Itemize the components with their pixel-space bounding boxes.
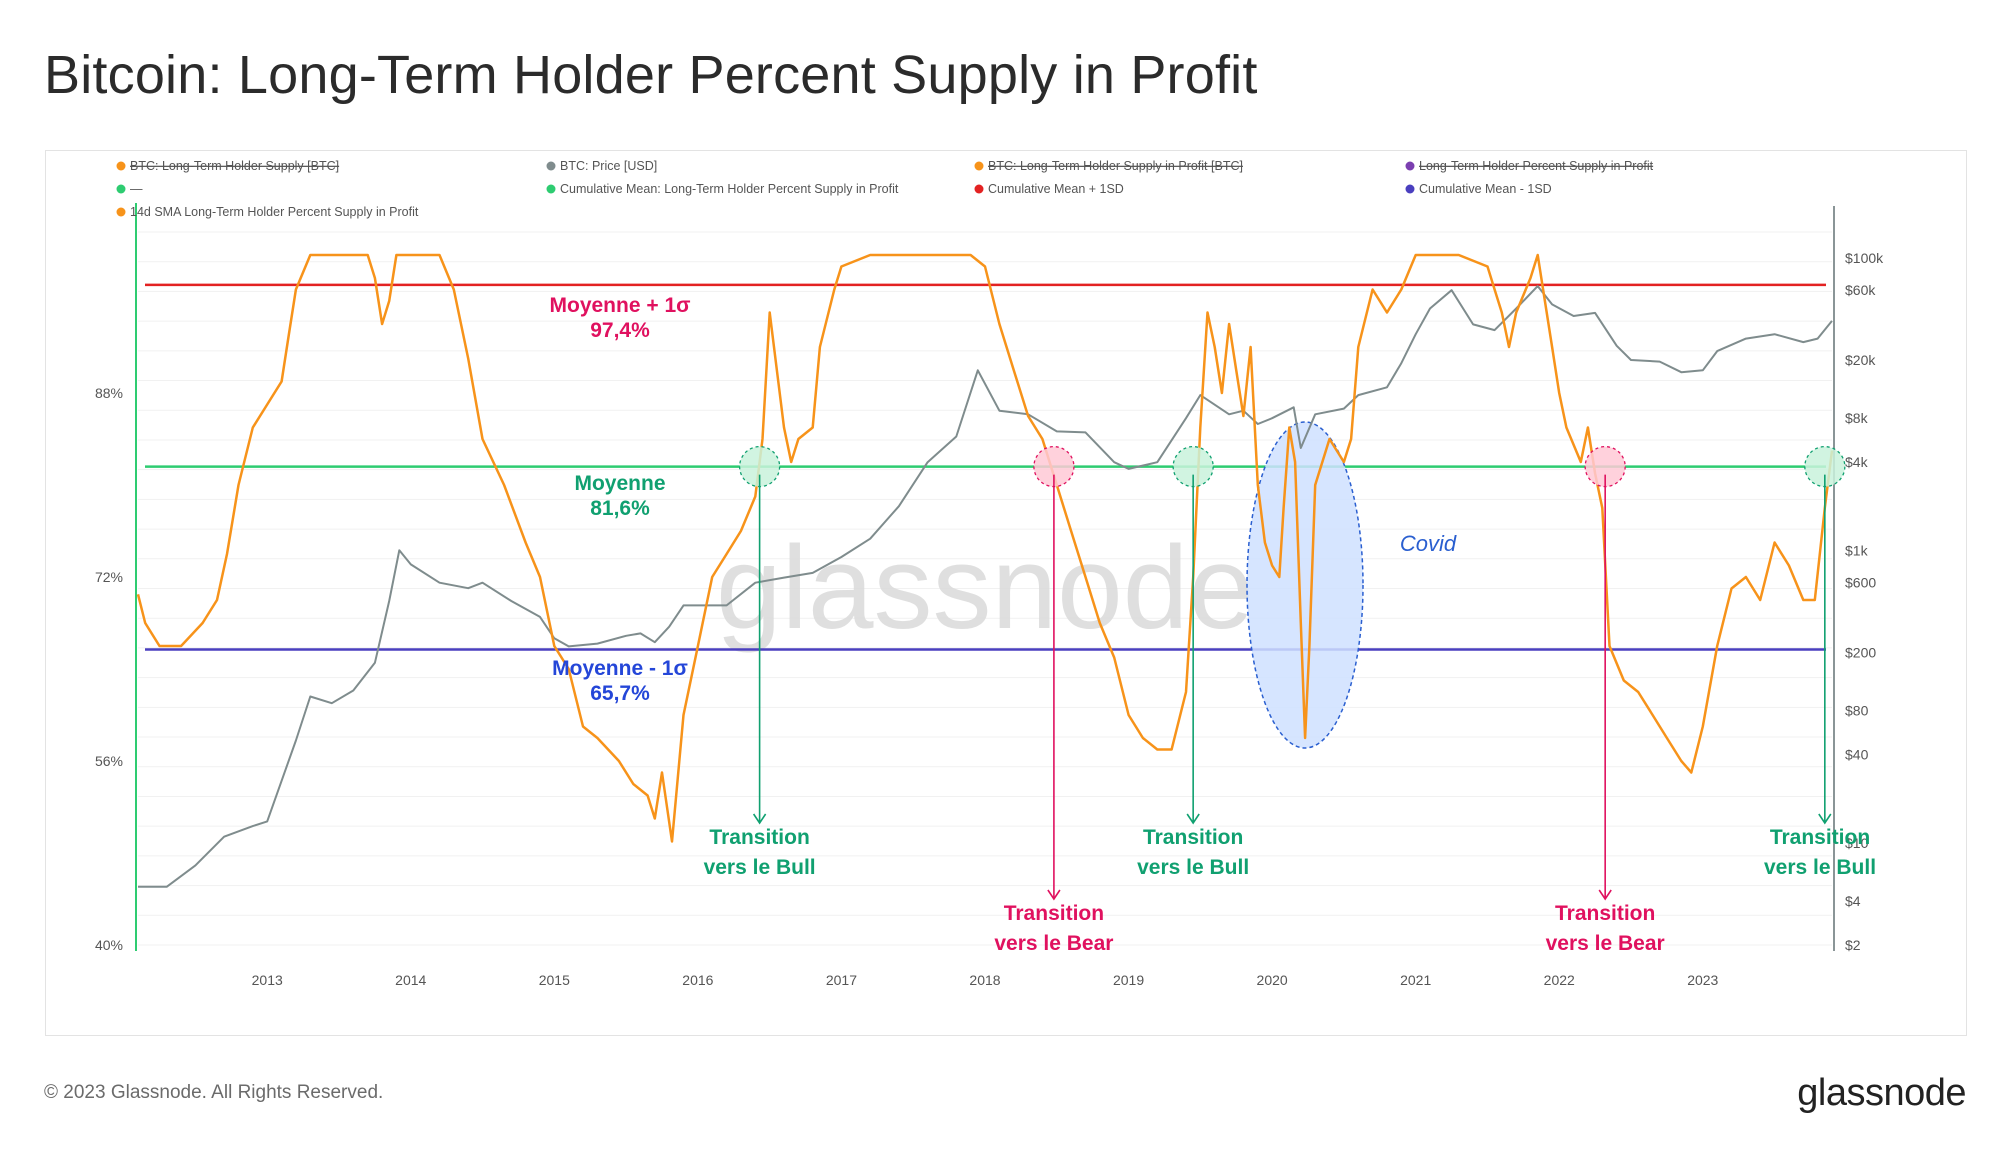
legend-marker xyxy=(974,184,984,194)
transition-label: Transition xyxy=(1555,902,1655,925)
lower-band-value: 65,7% xyxy=(590,682,650,705)
transition-arrow-head xyxy=(752,813,767,825)
x-axis-tick-label: 2017 xyxy=(826,972,857,988)
left-axis-tick-label: 88% xyxy=(95,385,123,401)
transition-label: Transition xyxy=(1770,826,1870,849)
x-axis-tick-label: 2020 xyxy=(1257,972,1288,988)
lth-percent-profit-line xyxy=(136,253,1834,843)
right-axis-tick-label: $200 xyxy=(1845,644,1876,660)
legend-marker xyxy=(1405,184,1415,194)
right-axis-tick-label: $80 xyxy=(1845,703,1869,719)
right-axis-tick-label: $20k xyxy=(1845,352,1876,368)
legend-label: BTC: Long-Term Holder Supply [BTC] xyxy=(130,159,339,173)
legend-label: BTC: Price [USD] xyxy=(560,159,657,173)
page-title: Bitcoin: Long-Term Holder Percent Supply… xyxy=(44,45,1258,105)
right-axis-tick-label: $1k xyxy=(1845,542,1869,558)
chart-frame xyxy=(45,150,1967,1036)
transition-arrow-head xyxy=(1186,813,1200,825)
watermark: glassnode xyxy=(716,522,1254,654)
x-axis-tick-label: 2015 xyxy=(539,972,570,988)
x-axis-tick-label: 2019 xyxy=(1113,972,1144,988)
transition-arrow-head xyxy=(1047,889,1061,901)
x-axis-tick-label: 2016 xyxy=(682,972,713,988)
legend-label: Cumulative Mean + 1SD xyxy=(988,182,1124,196)
x-axis-tick-label: 2022 xyxy=(1544,972,1575,988)
legend-marker xyxy=(116,207,126,217)
legend-marker xyxy=(1405,161,1415,171)
x-axis-tick-label: 2013 xyxy=(252,972,283,988)
right-axis-tick-label: $40 xyxy=(1845,747,1869,763)
right-axis-tick-label: $2 xyxy=(1845,937,1861,953)
left-axis-tick-label: 72% xyxy=(95,569,123,585)
legend-marker xyxy=(546,184,556,194)
upper-band-value: 97,4% xyxy=(590,319,650,342)
right-axis-tick-label: $60k xyxy=(1845,282,1876,298)
transition-arrow-head xyxy=(1818,813,1832,825)
legend-label: Cumulative Mean - 1SD xyxy=(1419,182,1552,196)
transition-label: Transition xyxy=(709,826,809,849)
left-axis-tick-label: 40% xyxy=(95,937,123,953)
legend-marker xyxy=(116,161,126,171)
covid-label: Covid xyxy=(1400,531,1457,556)
legend-marker xyxy=(546,161,556,171)
transition-label: Transition xyxy=(1143,826,1243,849)
right-axis-tick-label: $8k xyxy=(1845,410,1869,426)
legend-marker xyxy=(116,184,126,194)
x-axis-tick-label: 2023 xyxy=(1687,972,1718,988)
lower-band-label: Moyenne - 1σ xyxy=(552,657,688,680)
transition-label-2: vers le Bull xyxy=(1137,856,1249,879)
copyright-footer: © 2023 Glassnode. All Rights Reserved. xyxy=(44,1082,384,1103)
left-axis-tick-label: 56% xyxy=(95,753,123,769)
transition-label-2: vers le Bull xyxy=(704,856,816,879)
legend-marker xyxy=(974,161,984,171)
legend-label: BTC: Long-Term Holder Supply in Profit [… xyxy=(988,159,1243,173)
mean-label: Moyenne xyxy=(574,472,665,495)
legend-label: 14d SMA Long-Term Holder Percent Supply … xyxy=(130,205,419,219)
right-axis-tick-label: $100k xyxy=(1845,250,1884,266)
transition-label-2: vers le Bear xyxy=(994,932,1113,955)
x-axis-tick-label: 2014 xyxy=(395,972,426,988)
transition-label-2: vers le Bear xyxy=(1546,932,1665,955)
right-axis-tick-label: $10 xyxy=(1845,835,1869,851)
transition-label-2: vers le Bull xyxy=(1764,856,1876,879)
upper-band-label: Moyenne + 1σ xyxy=(550,294,691,317)
right-axis-tick-label: $4 xyxy=(1845,893,1861,909)
right-axis-tick-label: $4k xyxy=(1845,454,1869,470)
x-axis-tick-label: 2018 xyxy=(969,972,1000,988)
transition-arrow-head xyxy=(1598,889,1612,901)
legend-label: — xyxy=(130,182,143,196)
covid-ellipse xyxy=(1246,421,1364,749)
mean-value: 81,6% xyxy=(590,497,650,520)
transition-label: Transition xyxy=(1004,902,1104,925)
right-axis-tick-label: $600 xyxy=(1845,575,1876,591)
legend-label: Long-Term Holder Percent Supply in Profi… xyxy=(1419,159,1654,173)
x-axis-tick-label: 2021 xyxy=(1400,972,1431,988)
glassnode-logo[interactable]: glassnode xyxy=(1797,1072,1966,1114)
legend-label: Cumulative Mean: Long-Term Holder Percen… xyxy=(560,182,899,196)
